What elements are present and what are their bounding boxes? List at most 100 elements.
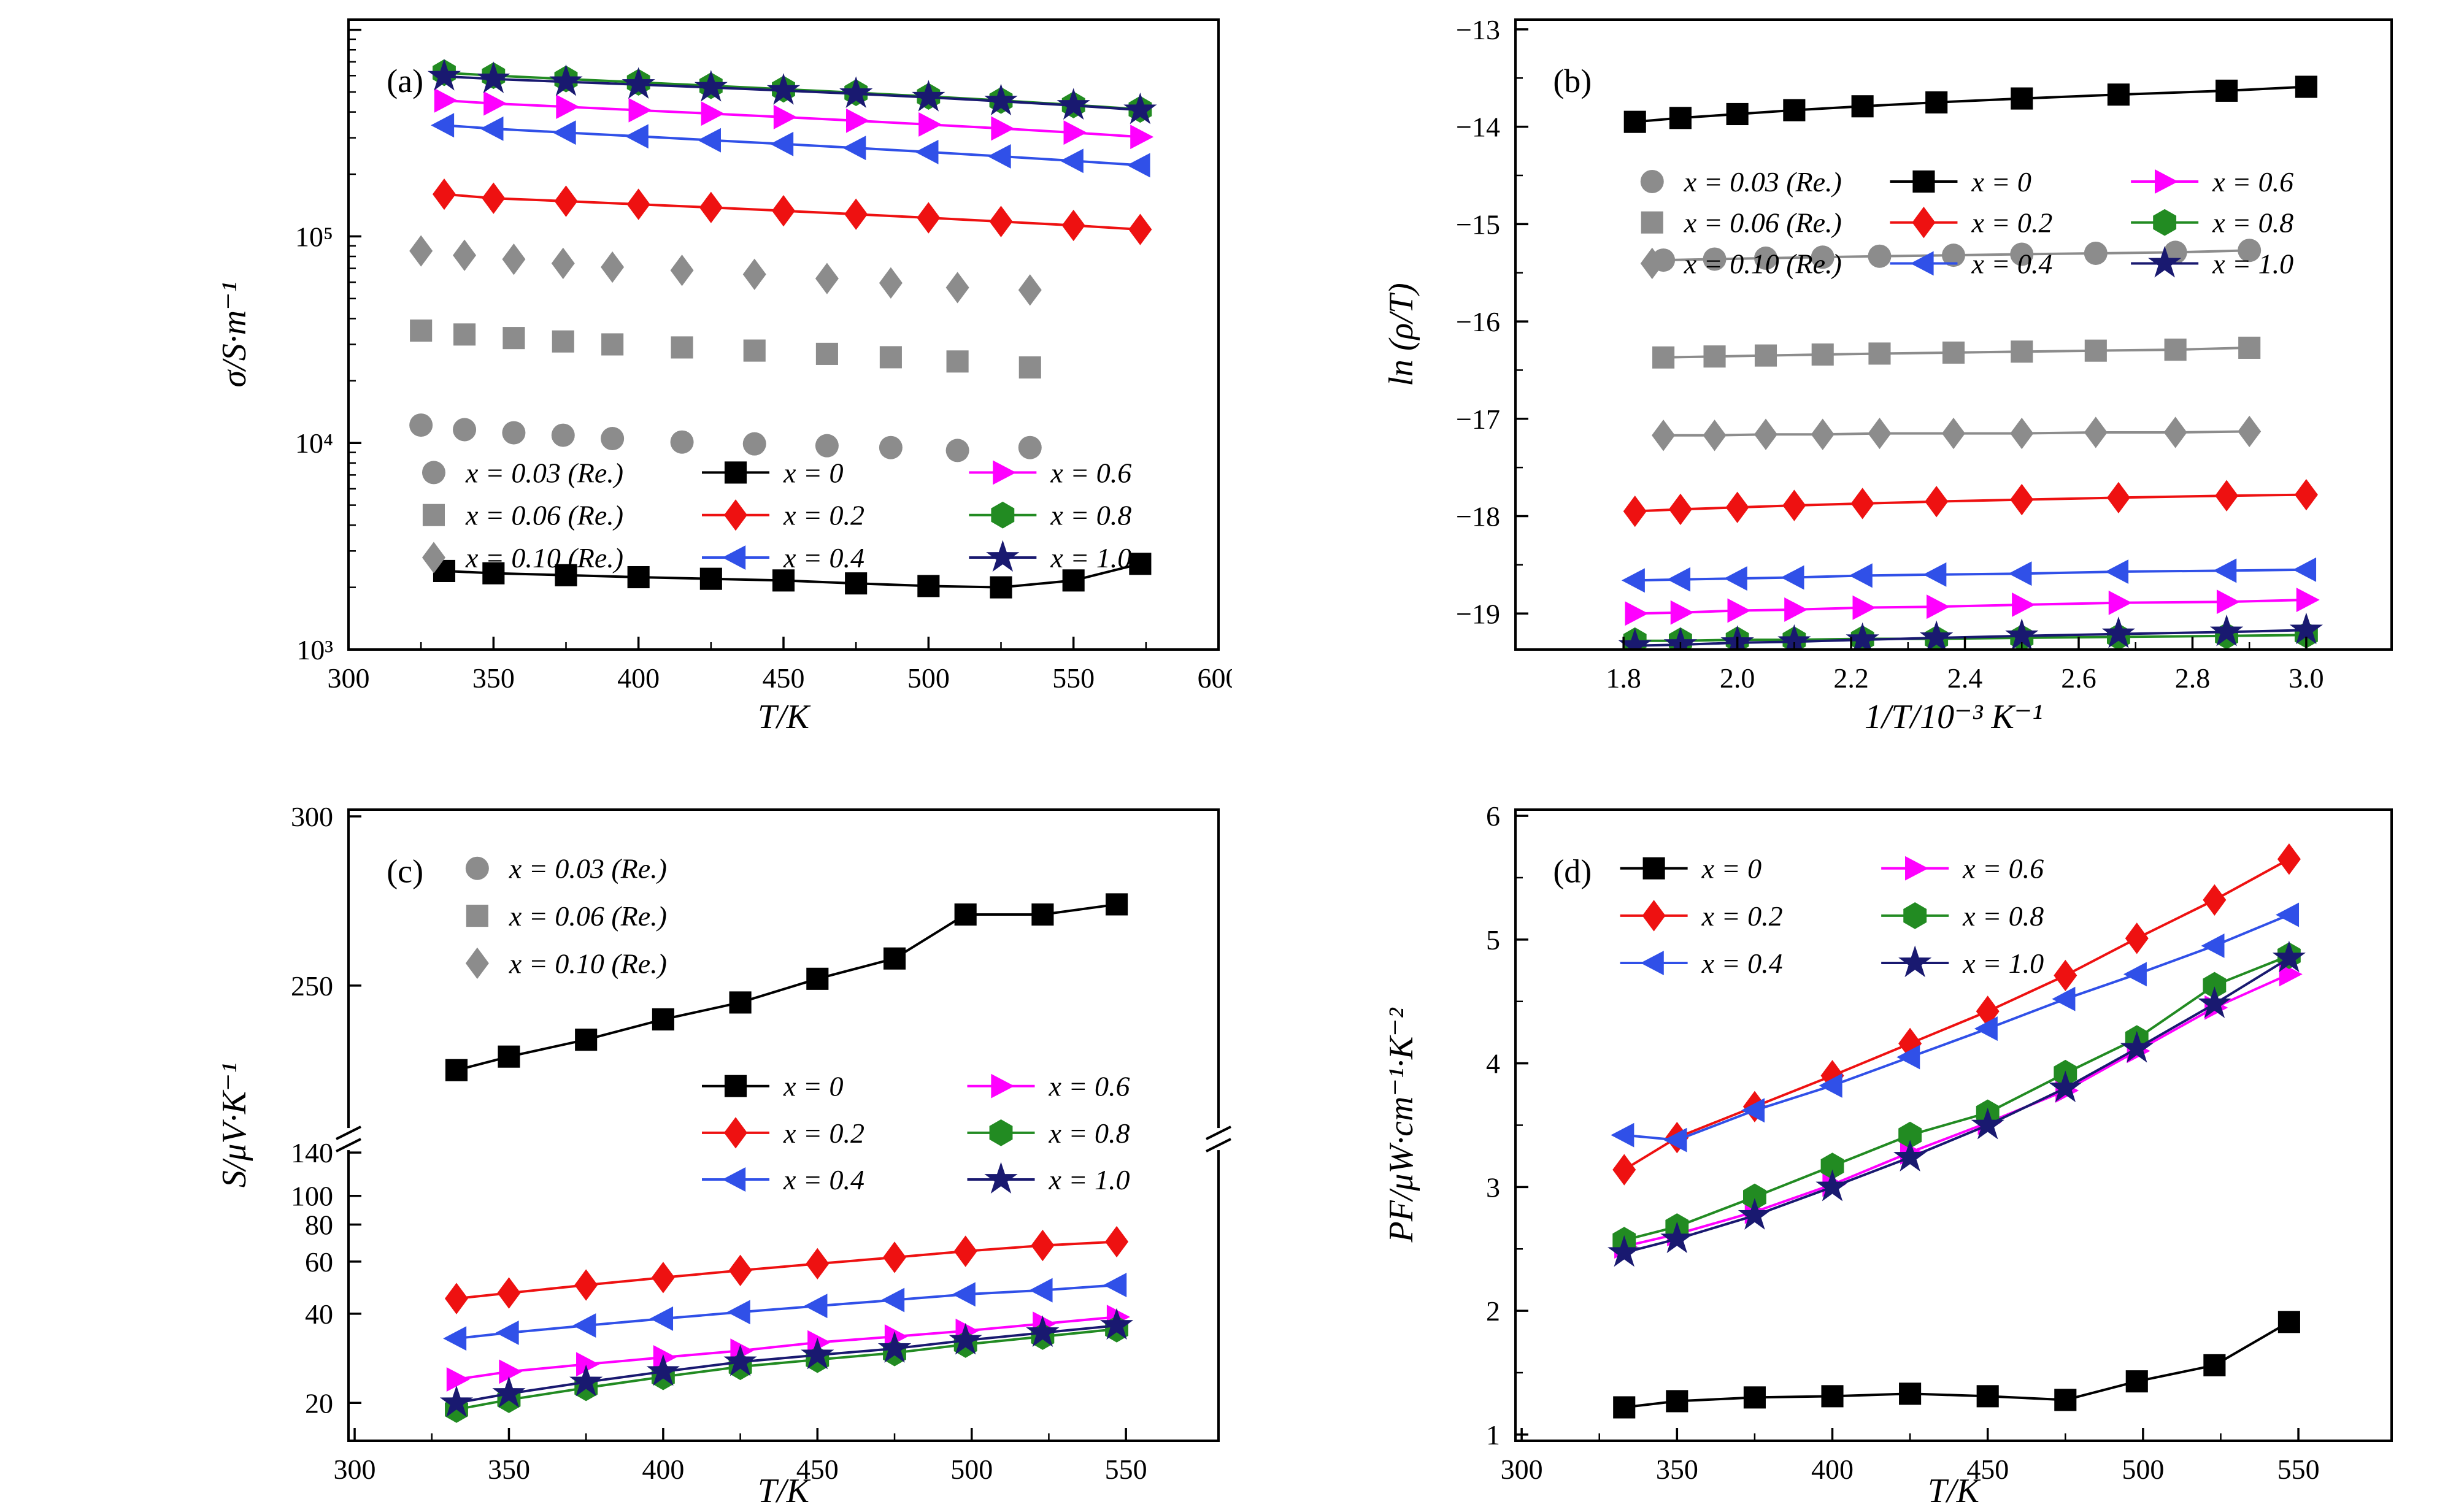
y-axis-label: σ/S·m⁻¹ <box>215 282 253 388</box>
axis-break-mark <box>1206 1138 1231 1152</box>
x-tick-label: 500 <box>907 662 950 694</box>
series-3 <box>1614 962 2303 1259</box>
series-line <box>1663 346 2250 359</box>
series-0 <box>1613 1311 2300 1419</box>
series-line <box>1624 913 2290 1141</box>
legend-label: x = 0.2 <box>783 500 864 531</box>
series-0 <box>1652 239 2262 272</box>
y-tick-label: 10³ <box>296 634 333 665</box>
legend-item: x = 0.10 (Re.) <box>465 947 667 979</box>
legend-item: x = 0.8 <box>967 1118 1130 1149</box>
x-tick-label: 550 <box>2277 1454 2320 1485</box>
x-tick-label: 500 <box>2122 1454 2164 1485</box>
x-axis-label: T/K <box>758 698 811 736</box>
legend-item: x = 0.03 (Re.) <box>1640 166 1842 197</box>
series-5 <box>431 113 1150 178</box>
y-tick-label: 2 <box>1486 1295 1500 1327</box>
legend-item: x = 1.0 <box>2131 245 2293 279</box>
x-tick-label: 450 <box>1966 1454 2009 1485</box>
x-tick-label: 300 <box>328 662 370 694</box>
series-line <box>456 1316 1117 1381</box>
legend-item: x = 0.2 <box>1620 900 1783 932</box>
legend-item: x = 0.06 (Re.) <box>1641 207 1842 239</box>
legend-label: x = 0.8 <box>1962 900 2044 932</box>
series-line <box>1634 599 2306 615</box>
series-6 <box>434 88 1154 150</box>
y-tick-label: −17 <box>1456 404 1500 435</box>
series-3 <box>433 553 1152 599</box>
y-tick-label: 1 <box>1486 1419 1500 1451</box>
series-2 <box>1652 415 2262 451</box>
axis-ticks <box>1515 28 2308 650</box>
x-tick-label: 550 <box>1105 1454 1147 1485</box>
series-3 <box>445 893 1128 1081</box>
legend-label: x = 0.10 (Re.) <box>1684 248 1842 279</box>
legend-item: x = 0.2 <box>702 499 864 531</box>
legend-item: x = 0.10 (Re.) <box>1640 247 1842 279</box>
y-tick-label: 4 <box>1486 1048 1500 1079</box>
y-tick-label: 3 <box>1486 1171 1500 1203</box>
y-tick-label: 10⁵ <box>295 221 333 252</box>
legend-item: x = 0.2 <box>702 1117 864 1149</box>
y-tick-label: 250 <box>291 970 333 1002</box>
x-tick-label: 1.8 <box>1606 662 1641 694</box>
y-axis-label: PF/μW·cm⁻¹·K⁻² <box>1382 1007 1420 1243</box>
series-line <box>1623 857 2290 1171</box>
legend-label: x = 0.8 <box>2212 207 2293 239</box>
series-line <box>456 1240 1117 1300</box>
x-tick-label: 300 <box>1501 1454 1543 1485</box>
plot-frame <box>1514 18 2393 651</box>
legend-item: x = 0.03 (Re.) <box>465 853 667 884</box>
legend-item: x = 0.06 (Re.) <box>422 500 623 531</box>
y-tick-label: 300 <box>291 801 333 832</box>
legend-label: x = 0.4 <box>1971 248 2052 279</box>
legend-label: x = 0.06 (Re.) <box>509 900 667 932</box>
legend-label: x = 0.03 (Re.) <box>1684 166 1842 197</box>
series-8 <box>427 59 1157 125</box>
y-tick-label: 6 <box>1486 800 1500 832</box>
legend-item: x = 0.6 <box>2131 166 2293 197</box>
series-line <box>1623 957 2290 1254</box>
panel-a-svg: 300 350 400 450 500 550 600 10³ 10⁴ 10⁵ T/K σ/S·m⁻¹… <box>0 0 1232 753</box>
series-line <box>1634 493 2306 513</box>
legend-item: x = 0.03 (Re.) <box>422 457 623 488</box>
y-tick-label: 20 <box>305 1387 333 1419</box>
x-tick-label: 2.4 <box>1947 662 1983 694</box>
y-tick-label: 140 <box>291 1137 333 1168</box>
axis-break-mark <box>1206 1125 1231 1140</box>
legend-item: x = 0.4 <box>1890 248 2052 279</box>
legend-item: x = 1.0 <box>967 1162 1130 1195</box>
y-tick-label: −18 <box>1456 501 1500 532</box>
series-7 <box>445 1316 1128 1423</box>
legend-item: x = 0.8 <box>1881 900 2044 932</box>
plot-frame <box>347 808 1220 1442</box>
y-tick-label: −16 <box>1456 306 1500 337</box>
axis-ticks <box>347 28 1220 651</box>
y-tick-label: −15 <box>1456 209 1500 240</box>
series-4 <box>444 1225 1129 1314</box>
series-4 <box>1623 478 2318 527</box>
y-tick-label: −14 <box>1456 112 1500 143</box>
legend-label: x = 0.03 (Re.) <box>465 457 623 488</box>
y-axis-label: S/μV·K⁻¹ <box>215 1063 253 1188</box>
series-6 <box>1625 588 2320 626</box>
legend-label: x = 0.10 (Re.) <box>509 948 667 979</box>
x-axis-label: T/K <box>758 1472 811 1507</box>
legend-item: x = 0.8 <box>969 500 1131 531</box>
panel-letter: (b) <box>1553 63 1592 99</box>
legend-label: x = 0.6 <box>1962 853 2044 884</box>
x-tick-label: 350 <box>472 662 515 694</box>
series-5 <box>443 1273 1127 1351</box>
legend-item: x = 0 <box>702 457 843 488</box>
series-1 <box>1652 336 2261 369</box>
x-tick-label: 400 <box>617 662 660 694</box>
legend-label: x = 0.4 <box>783 1164 864 1195</box>
axis-break-mark <box>336 1138 361 1152</box>
axis-ticks <box>1515 815 2300 1441</box>
y-tick-label: 10⁴ <box>295 428 333 459</box>
legend-item: x = 0 <box>1620 853 1761 884</box>
legend-label: x = 0.06 (Re.) <box>1684 207 1842 239</box>
series-line <box>1634 568 2306 582</box>
axis-ticks <box>348 815 1127 1441</box>
